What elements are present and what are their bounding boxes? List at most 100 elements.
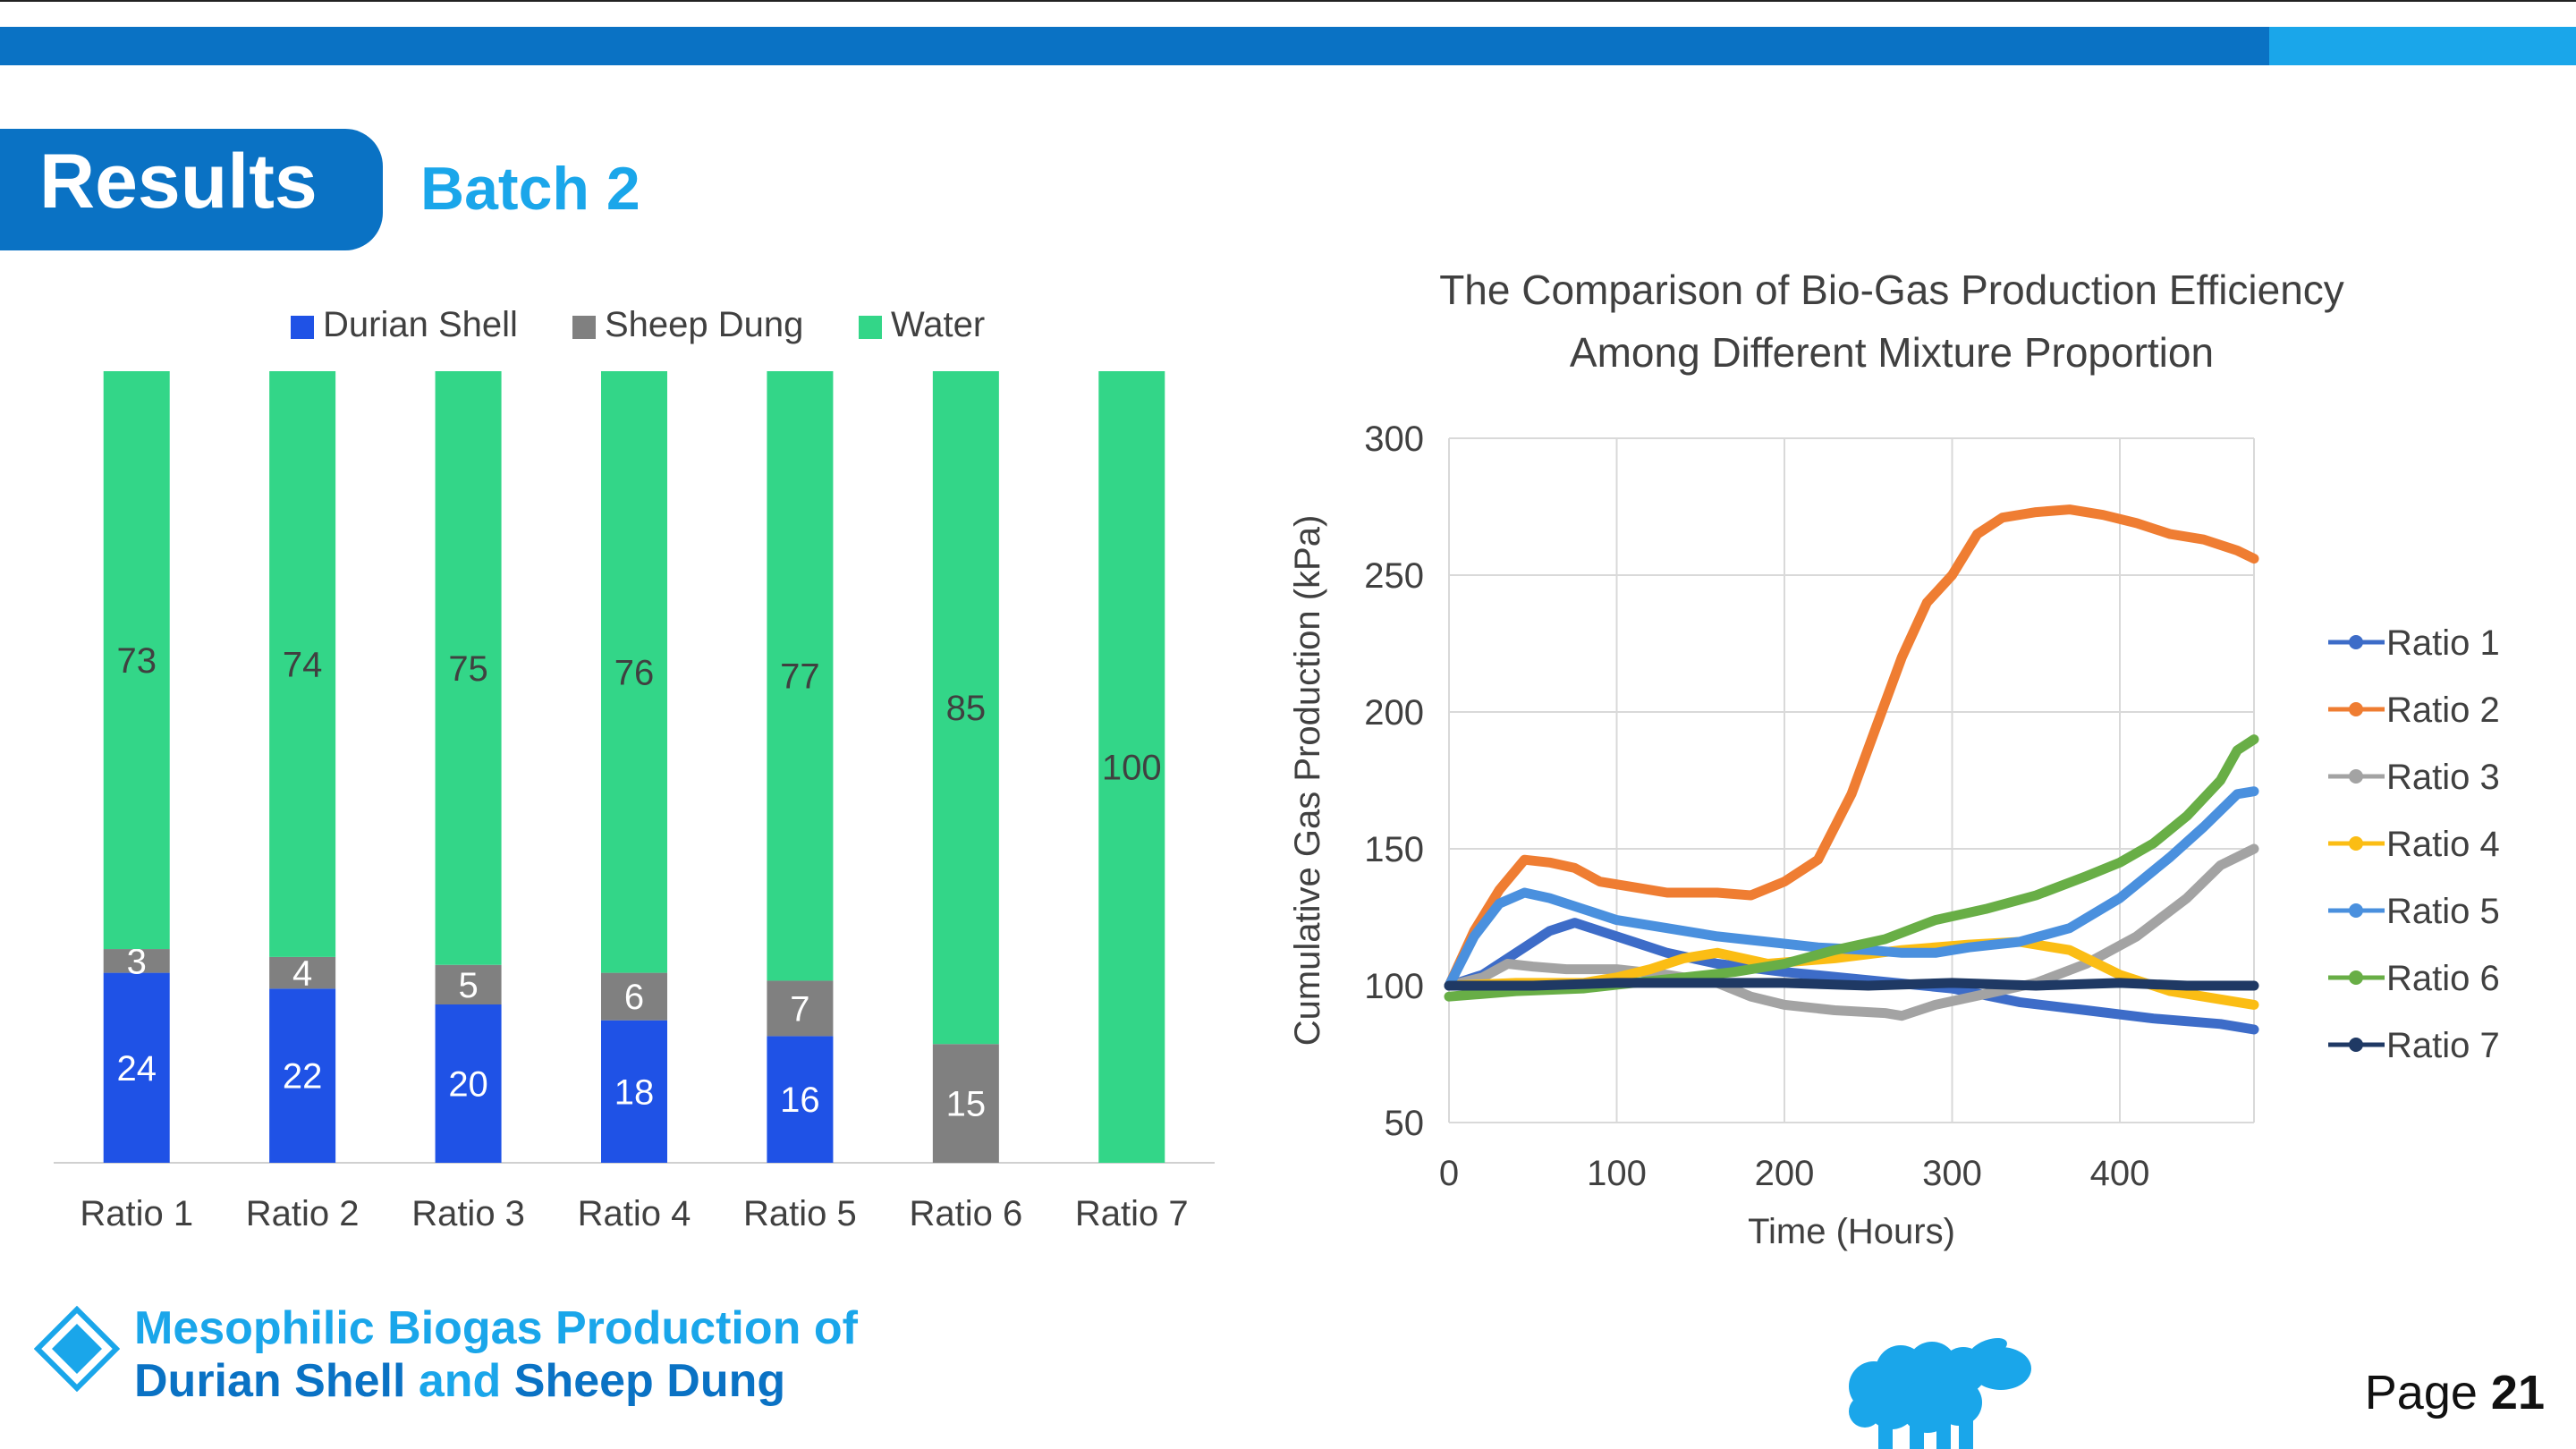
legend-label: Ratio 2 <box>2386 691 2500 730</box>
bar-durian-4 <box>601 1020 667 1163</box>
legend-marker <box>2349 702 2363 716</box>
data-label: 77 <box>780 657 820 697</box>
data-label: 3 <box>127 942 147 981</box>
x-tick-label: Ratio 7 <box>1075 1194 1189 1233</box>
bar-sheep-2 <box>269 956 336 989</box>
bar-sheep-5 <box>767 980 834 1037</box>
data-label: 24 <box>116 1049 157 1089</box>
legend-swatch-1 <box>572 316 596 339</box>
legend-label-1: Sheep Dung <box>605 305 803 344</box>
legend-marker <box>2349 635 2363 649</box>
bar-water-4 <box>601 371 667 973</box>
header-band-accent <box>2269 27 2576 65</box>
x-tick-label: Ratio 3 <box>411 1194 525 1233</box>
legend-marker <box>2349 903 2363 918</box>
legend-label: Ratio 4 <box>2386 825 2500 864</box>
x-tick-label: 400 <box>2090 1154 2150 1193</box>
series-line-ratio-1 <box>1444 918 2259 1035</box>
y-tick-label: 100 <box>1364 967 1424 1006</box>
sheep-icon <box>1849 1337 2031 1449</box>
data-label: 7 <box>790 989 809 1029</box>
stacked-bar-chart: Durian Shell Sheep Dung Water 24 3 73 Ratio 1 2… <box>54 305 1215 1233</box>
data-label: 5 <box>458 966 478 1005</box>
series-line-ratio-2 <box>1444 504 2259 991</box>
legend-label: Ratio 6 <box>2386 959 2500 998</box>
x-tick-label: 200 <box>1755 1154 1815 1193</box>
x-tick-label: Ratio 4 <box>578 1194 691 1233</box>
bar-water-6 <box>932 371 999 1045</box>
bar-sheep-6 <box>932 1044 999 1163</box>
bar-durian-2 <box>269 988 336 1163</box>
results-banner <box>0 129 383 250</box>
y-tick-label: 300 <box>1364 419 1424 459</box>
diamond-logo-icon <box>34 1306 120 1392</box>
data-label: 6 <box>624 978 644 1017</box>
x-tick-label: Ratio 6 <box>909 1194 1022 1233</box>
footer-sheep-dung: Sheep Dung <box>513 1355 786 1407</box>
x-tick-label: 100 <box>1587 1154 1647 1193</box>
data-label: 85 <box>946 689 987 728</box>
page-title: Results <box>39 139 318 225</box>
x-tick-label: 0 <box>1439 1154 1459 1193</box>
page-subtitle: Batch 2 <box>420 155 640 223</box>
legend-marker <box>2349 1038 2363 1052</box>
data-label: 4 <box>292 954 312 994</box>
legend-swatch-0 <box>291 316 314 339</box>
chart-title-line-1: The Comparison of Bio-Gas Production Eff… <box>1439 267 2344 313</box>
footer-title-line1: Mesophilic Biogas Production of <box>134 1302 858 1354</box>
data-label: 20 <box>448 1065 488 1105</box>
footer-and: and <box>418 1355 502 1407</box>
data-label: 15 <box>946 1085 987 1124</box>
bar-durian-5 <box>767 1036 834 1163</box>
x-tick-label: Ratio 2 <box>246 1194 360 1233</box>
bar-sheep-1 <box>103 949 170 973</box>
y-tick-label: 200 <box>1364 693 1424 733</box>
bar-water-5 <box>767 371 834 981</box>
bar-sheep-3 <box>435 964 502 1004</box>
legend-label: Ratio 5 <box>2386 892 2500 931</box>
top-border <box>0 0 2576 2</box>
x-tick-label: Ratio 5 <box>743 1194 857 1233</box>
data-label: 75 <box>448 649 488 689</box>
x-axis-label: Time (Hours) <box>1748 1212 1955 1251</box>
bar-water-1 <box>103 371 170 950</box>
legend-label-0: Durian Shell <box>323 305 518 344</box>
legend-label-2: Water <box>891 305 985 344</box>
y-axis-label: Cumulative Gas Production (kPa) <box>1288 515 1327 1046</box>
series-line-ratio-3 <box>1444 843 2259 1021</box>
legend-marker <box>2349 836 2363 851</box>
legend-label: Ratio 3 <box>2386 758 2500 797</box>
header-band <box>0 27 2272 65</box>
bar-water-2 <box>269 371 336 957</box>
bar-water-3 <box>435 371 502 965</box>
legend-swatch-2 <box>859 316 882 339</box>
data-label: 22 <box>283 1057 323 1097</box>
bar-sheep-4 <box>601 972 667 1021</box>
data-label: 18 <box>614 1072 655 1112</box>
series-line-ratio-7 <box>1444 978 2259 991</box>
y-tick-label: 150 <box>1364 830 1424 869</box>
legend-marker <box>2349 769 2363 784</box>
bar-water-7 <box>1098 371 1165 1163</box>
data-label: 16 <box>780 1080 820 1120</box>
bar-durian-3 <box>435 1004 502 1163</box>
x-tick-label: 300 <box>1922 1154 1982 1193</box>
legend-label: Ratio 1 <box>2386 623 2500 663</box>
data-label: 100 <box>1102 749 1162 788</box>
legend-marker <box>2349 970 2363 985</box>
footer-durian-shell: Durian Shell <box>134 1355 406 1407</box>
chart-title-line-2: Among Different Mixture Proportion <box>1570 329 2214 376</box>
data-label: 76 <box>614 653 655 692</box>
bar-durian-1 <box>103 972 170 1163</box>
y-tick-label: 50 <box>1385 1104 1425 1143</box>
data-label: 73 <box>116 641 157 681</box>
line-chart: The Comparison of Bio-Gas Production Eff… <box>1288 267 2500 1251</box>
page-number: Page 21 <box>2365 1365 2545 1420</box>
legend-label: Ratio 7 <box>2386 1026 2500 1065</box>
page-label: Page <box>2364 1366 2478 1419</box>
footer-title-line2: Durian Shell and Sheep Dung <box>134 1354 785 1408</box>
y-tick-label: 250 <box>1364 556 1424 596</box>
data-label: 74 <box>283 645 323 684</box>
page-number-value: 21 <box>2490 1366 2545 1419</box>
x-tick-label: Ratio 1 <box>80 1194 193 1233</box>
